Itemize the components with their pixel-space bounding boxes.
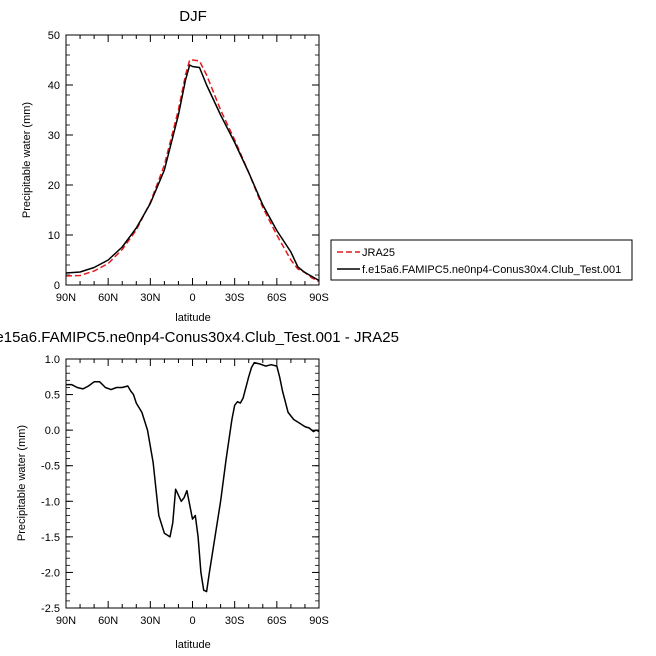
series-line-jra25 — [65, 59, 320, 283]
difference-chart: f.e15a6.FAMIPC5.ne0np4-Conus30x4.Club_Te… — [0, 329, 399, 651]
chart2-plot-area: 90N 60N 30N 0 30S 60S 90S 1.0 0.5 0.0 -0.5 -1.0 -1.5… — [41, 354, 329, 627]
y-tick-label: 0.5 — [45, 390, 60, 402]
y-tick-label: -2.5 — [41, 603, 60, 615]
x-tick-label: 90N — [56, 615, 76, 627]
legend-box — [330, 239, 633, 281]
chart1-ylabel: Precipitable water (mm) — [21, 102, 33, 218]
x-tick-label: 0 — [189, 292, 195, 304]
y-tick-label: 30 — [48, 130, 60, 142]
y-tick-label: -0.5 — [41, 461, 60, 473]
chart1-plot-area: 90N 60N 30N 0 30S 60S 90S 0 10 20 30 40 50 — [48, 30, 329, 304]
chart1-legend: JRA25 f.e15a6.FAMIPC5.ne0np4-Conus30x4.C… — [330, 239, 633, 281]
y-tick-label: -2.0 — [41, 567, 60, 579]
x-tick-label: 30N — [140, 292, 160, 304]
y-tick-label: 50 — [48, 30, 60, 42]
djf-precip-chart: DJF Precipitable water (mm) latitude 90N… — [21, 8, 633, 324]
x-tick-label: 60N — [98, 615, 118, 627]
x-tick-label: 30N — [140, 615, 160, 627]
y-tick-label: 10 — [48, 230, 60, 242]
x-tick-label: 60S — [267, 292, 287, 304]
legend-label-jra25: JRA25 — [362, 247, 395, 259]
y-tick-label: -1.0 — [41, 496, 60, 508]
y-tick-label: 1.0 — [45, 354, 60, 366]
chart2-title: f.e15a6.FAMIPC5.ne0np4-Conus30x4.Club_Te… — [0, 329, 399, 346]
x-tick-label: 30S — [225, 292, 245, 304]
chart2-xlabel: latitude — [175, 639, 210, 651]
chart1-xlabel: latitude — [175, 312, 210, 324]
x-tick-label: 60N — [98, 292, 118, 304]
series-line-f-e15a6-famipc5-ne0np4-conus30x4-club-test-001 — [65, 64, 320, 282]
y-tick-label: 0 — [54, 280, 60, 292]
series-line-difference — [66, 361, 320, 593]
legend-label-model: f.e15a6.FAMIPC5.ne0np4-Conus30x4.Club_Te… — [362, 264, 621, 276]
x-tick-label: 90N — [56, 292, 76, 304]
x-tick-label: 0 — [189, 615, 195, 627]
x-tick-label: 90S — [309, 292, 329, 304]
chart1-frame — [65, 34, 320, 286]
y-tick-label: 20 — [48, 180, 60, 192]
y-tick-label: -1.5 — [41, 532, 60, 544]
chart2-ylabel: Precipitable water (mm) — [16, 425, 28, 541]
chart1-title: DJF — [179, 8, 207, 25]
x-tick-label: 90S — [309, 615, 329, 627]
chart2-frame — [65, 358, 320, 609]
y-tick-label: 40 — [48, 80, 60, 92]
y-tick-label: 0.0 — [45, 425, 60, 437]
x-tick-label: 30S — [225, 615, 245, 627]
x-tick-label: 60S — [267, 615, 287, 627]
